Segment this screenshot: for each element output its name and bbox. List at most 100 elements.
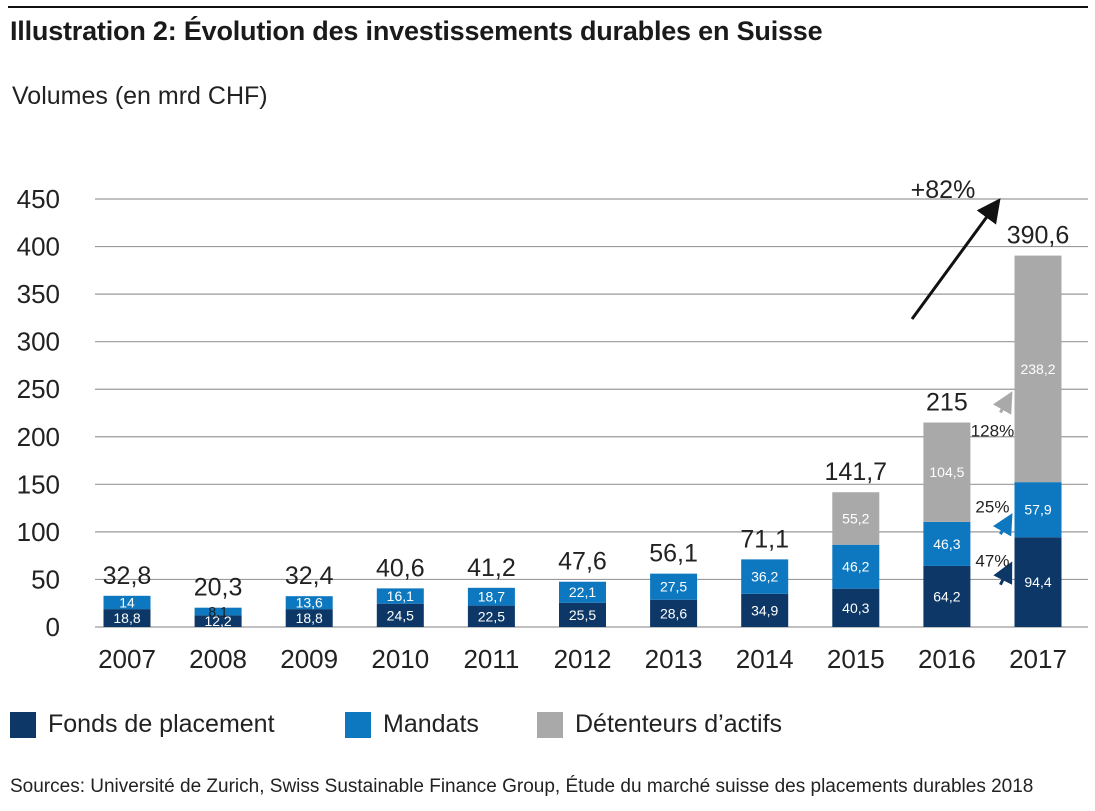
y-tick-300: 300 — [17, 327, 60, 357]
legend-item-detenteurs: Détenteurs d’actifs — [537, 710, 782, 739]
x-tick-2010: 2010 — [371, 644, 429, 674]
bar-2016-fonds-de-placement — [923, 565, 971, 627]
data-label-2016-0: 64,2 — [933, 588, 960, 604]
legend-swatch-detenteurs — [537, 711, 563, 738]
x-tick-2008: 2008 — [189, 644, 247, 674]
bar-2015-fonds-de-placement — [832, 588, 880, 627]
x-tick-2012: 2012 — [554, 644, 612, 674]
data-label-2007-1: 14 — [119, 594, 135, 610]
x-tick-2013: 2013 — [645, 644, 703, 674]
data-label-2009-0: 18,8 — [296, 610, 323, 626]
total-label-2013: 56,1 — [649, 540, 698, 568]
x-tick-2016: 2016 — [918, 644, 976, 674]
data-label-2008-1: 8,1 — [208, 604, 228, 620]
total-label-2016: 215 — [926, 389, 968, 417]
annotation-total-growth: +82% — [911, 176, 976, 204]
total-label-2011: 41,2 — [467, 554, 516, 582]
bar-2014-fonds-de-placement — [741, 593, 789, 627]
y-tick-450: 450 — [17, 184, 60, 214]
bar-2008-fonds-de-placement — [194, 615, 242, 627]
bar-2015-d-tenteurs-d-actifs — [832, 492, 880, 545]
data-label-2014-0: 34,9 — [751, 602, 778, 618]
legend-swatch-mandats — [345, 711, 371, 738]
total-label-2012: 47,6 — [558, 548, 607, 576]
grid-lines — [95, 198, 1088, 628]
bar-2013-mandats — [650, 573, 698, 600]
legend-item-mandats: Mandats — [345, 710, 479, 739]
bar-2011-fonds-de-placement — [467, 605, 515, 627]
y-tick-350: 350 — [17, 279, 60, 309]
x-tick-2007: 2007 — [98, 644, 156, 674]
arrow-growth-fonds — [993, 561, 1013, 586]
bar-2017-d-tenteurs-d-actifs — [1014, 255, 1062, 483]
y-tick-150: 150 — [17, 469, 60, 499]
bar-2007-mandats — [103, 595, 151, 610]
annotation-growth-detenteurs: 128% — [971, 422, 1014, 441]
x-tick-2015: 2015 — [827, 644, 885, 674]
legend-swatch-fonds — [10, 711, 36, 738]
bar-2011-mandats — [467, 587, 515, 606]
bar-2015-mandats — [832, 544, 880, 589]
y-tick-400: 400 — [17, 232, 60, 262]
bar-2017-fonds-de-placement — [1014, 537, 1062, 627]
legend: Fonds de placement Mandats Détenteurs d’… — [0, 710, 1095, 742]
data-label-2010-0: 24,5 — [387, 607, 414, 623]
arrow-growth-detenteurs — [992, 391, 1013, 415]
bar-2016-mandats — [923, 521, 971, 566]
data-label-2015-2: 55,2 — [842, 510, 869, 526]
bar-2007-fonds-de-placement — [103, 609, 151, 627]
y-tick-0: 0 — [46, 612, 60, 642]
bar-2009-mandats — [285, 596, 333, 610]
data-label-2008-0: 12,2 — [204, 613, 231, 629]
legend-item-fonds: Fonds de placement — [10, 710, 275, 739]
bar-2009-fonds-de-placement — [285, 609, 333, 627]
bar-2008-mandats — [194, 607, 242, 616]
data-label-2007-0: 18,8 — [113, 610, 140, 626]
data-label-2012-1: 22,1 — [569, 584, 596, 600]
bar-2012-fonds-de-placement — [559, 602, 606, 627]
total-label-2007: 32,8 — [103, 562, 152, 590]
total-label-2010: 40,6 — [376, 554, 425, 582]
bar-2010-mandats — [376, 588, 424, 604]
bars: 18,81432,812,28,120,318,813,632,424,516,… — [103, 222, 1070, 630]
bar-2010-fonds-de-placement — [376, 603, 424, 627]
bar-2014-mandats — [741, 559, 789, 594]
total-label-2009: 32,4 — [285, 562, 334, 590]
x-tick-2014: 2014 — [736, 644, 794, 674]
arrow-total-growth — [910, 198, 1001, 320]
x-tick-2017: 2017 — [1009, 644, 1067, 674]
x-tick-2009: 2009 — [280, 644, 338, 674]
annotation-growth-fonds: 47% — [975, 552, 1009, 571]
data-label-2013-0: 28,6 — [660, 605, 687, 621]
y-tick-100: 100 — [17, 517, 60, 547]
chart-title: Illustration 2: Évolution des investisse… — [10, 16, 823, 46]
data-label-2011-1: 18,7 — [478, 589, 505, 605]
bar-2017-mandats — [1014, 482, 1062, 538]
legend-label-detenteurs: Détenteurs d’actifs — [575, 710, 783, 738]
legend-label-fonds: Fonds de placement — [48, 710, 275, 738]
annotations: +82% 47% 25% 128% — [910, 176, 1014, 586]
total-label-2015: 141,7 — [825, 458, 888, 486]
data-label-2016-2: 104,5 — [929, 464, 964, 480]
data-label-2016-1: 46,3 — [933, 536, 960, 552]
y-tick-200: 200 — [17, 422, 60, 452]
bar-2016-d-tenteurs-d-actifs — [923, 422, 971, 522]
y-tick-50: 50 — [31, 564, 60, 594]
top-rule — [8, 6, 1088, 8]
data-label-2013-1: 27,5 — [660, 579, 687, 595]
y-tick-250: 250 — [17, 374, 60, 404]
data-label-2009-1: 13,6 — [296, 595, 323, 611]
data-label-2015-0: 40,3 — [842, 600, 869, 616]
source-note: Sources: Université de Zurich, Swiss Sus… — [10, 776, 1034, 797]
data-label-2011-0: 22,5 — [478, 608, 505, 624]
data-label-2010-1: 16,1 — [387, 588, 414, 604]
x-tick-2011: 2011 — [463, 644, 519, 674]
data-label-2015-1: 46,2 — [842, 559, 869, 575]
x-axis-ticks: 2007 2008 2009 2010 2011 2012 2013 2014 2015 2016… — [98, 644, 1067, 674]
y-axis-ticks: 0 50 100 150 200 250 300 350 400 450 — [17, 184, 60, 642]
bar-2012-mandats — [559, 581, 606, 603]
legend-label-mandats: Mandats — [383, 710, 479, 738]
data-label-2017-0: 94,4 — [1024, 574, 1051, 590]
total-label-2017: 390,6 — [1007, 222, 1070, 250]
